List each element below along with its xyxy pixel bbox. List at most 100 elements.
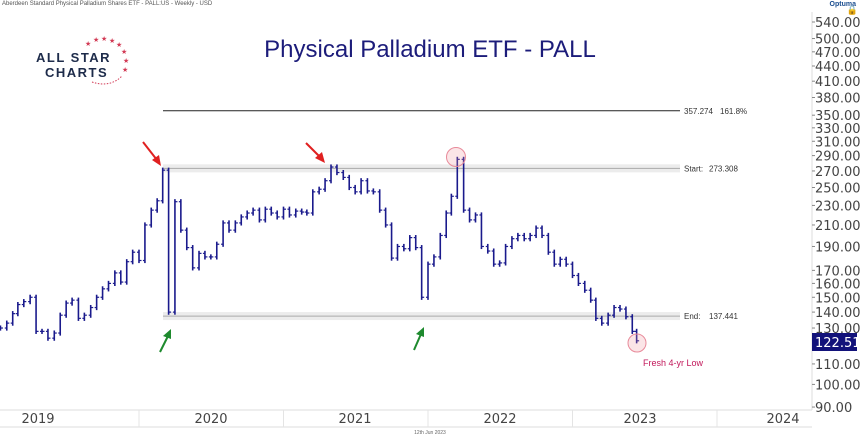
price-bar [389, 222, 395, 261]
svg-text:★: ★ [109, 37, 115, 45]
price-bar [130, 249, 136, 265]
red-arrow-icon [142, 141, 161, 166]
price-bar [593, 297, 599, 321]
price-bar [251, 207, 256, 216]
green-arrow-icon [159, 329, 171, 353]
y-tick-label: 310.00 [815, 135, 860, 150]
price-bar [503, 243, 509, 266]
y-tick-label: 410.00 [815, 75, 860, 90]
logo-stars-icon: ★★ ★ ★★★★★ [85, 36, 129, 85]
y-tick-label: 210.00 [815, 219, 860, 234]
svg-text:★: ★ [121, 48, 127, 56]
price-bar [485, 243, 491, 254]
price-bar [34, 294, 39, 334]
chart-instrument-header: Aberdeen Standard Physical Palladium Sha… [2, 1, 213, 7]
price-bar [304, 209, 310, 216]
price-bar [426, 261, 431, 300]
price-bar [45, 328, 51, 341]
level-label: End: [684, 312, 700, 321]
y-tick-label: 150.00 [815, 291, 860, 306]
price-bar [52, 330, 57, 341]
price-bar [634, 328, 640, 344]
chart-date: 12th Jun 2023 [414, 430, 446, 436]
price-bar [293, 208, 299, 218]
vendor-logo: Optuma [829, 1, 856, 8]
price-bar [124, 259, 130, 285]
price-bar [413, 235, 419, 251]
price-bar [88, 304, 94, 318]
price-bar [347, 174, 352, 191]
level-label: Start: [684, 164, 703, 173]
price-bar [221, 220, 226, 247]
price-bar [64, 300, 69, 318]
price-bar [94, 294, 100, 311]
price-bar [461, 156, 467, 213]
x-tick-label: 2021 [338, 412, 371, 427]
price-bar [15, 301, 21, 317]
price-bar [419, 245, 425, 300]
y-tick-label: 160.00 [815, 277, 860, 292]
x-tick-label: 2023 [623, 412, 656, 427]
price-bar [431, 254, 437, 267]
price-bar [10, 311, 16, 326]
x-tick-label: 2022 [483, 412, 516, 427]
y-tick-label: 140.00 [815, 306, 860, 321]
price-bar [371, 188, 376, 195]
price-bar [401, 243, 407, 252]
price-bar [606, 312, 611, 326]
price-bar [245, 210, 250, 220]
price-bar [202, 250, 208, 260]
lock-icon[interactable]: 🔒 [847, 5, 858, 15]
level-value: 357.274 [684, 107, 713, 116]
price-bar [233, 220, 238, 233]
price-bar [576, 272, 581, 286]
spike-highlight-circle [446, 147, 466, 167]
y-tick-label: 330.00 [815, 122, 860, 137]
all-star-charts-logo: ALL STAR CHARTS ★ ★ ★ ★ ★ ★ ★ ★ [30, 36, 135, 91]
x-tick-label: 2024 [766, 412, 799, 427]
price-bar [630, 314, 635, 334]
svg-text:★: ★ [101, 36, 107, 43]
green-arrow-icon [413, 327, 424, 351]
price-bar [184, 227, 190, 251]
price-bar [491, 248, 497, 267]
price-bar [0, 325, 3, 331]
price-bar [438, 232, 443, 260]
price-bar [515, 232, 521, 242]
price-bar [70, 297, 75, 306]
price-bar [299, 208, 305, 215]
price-bar [522, 232, 527, 242]
price-bar [359, 178, 364, 195]
y-tick-label: 440.00 [815, 60, 860, 75]
logo-line-2: CHARTS [45, 65, 109, 80]
price-bar [383, 207, 389, 228]
level-value: 137.441 [709, 312, 738, 321]
price-bar [528, 232, 533, 242]
price-bar [239, 214, 244, 226]
price-bar [155, 198, 160, 213]
price-bar [172, 199, 178, 315]
price-bar [4, 320, 10, 331]
price-bar [287, 206, 292, 218]
price-bar [58, 312, 63, 336]
price-bar [377, 189, 383, 213]
price-bar [214, 241, 220, 260]
price-bar [540, 225, 545, 239]
price-bar [353, 184, 358, 195]
price-bar [509, 236, 515, 250]
price-bar [281, 206, 286, 220]
price-bar [197, 250, 202, 271]
y-tick-label: 170.00 [815, 264, 860, 279]
price-bar [275, 210, 280, 220]
svg-text:★: ★ [93, 36, 99, 44]
price-bar [329, 164, 334, 184]
y-tick-label: 470.00 [815, 46, 860, 61]
price-bar [497, 260, 503, 267]
low-highlight-circle [627, 333, 647, 353]
last-price-label: 122.51 [815, 336, 860, 351]
price-bar [564, 256, 569, 267]
svg-text:★: ★ [122, 66, 128, 74]
price-bar [341, 169, 346, 181]
price-bar [599, 315, 605, 326]
